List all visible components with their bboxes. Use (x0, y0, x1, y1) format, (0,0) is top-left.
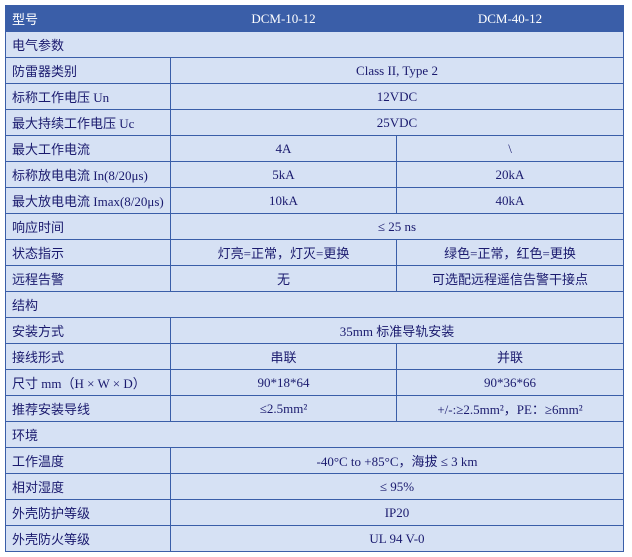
in-col1: 5kA (171, 162, 397, 188)
row-temp: 工作温度 -40°C to +85°C，海拔 ≤ 3 km (6, 448, 624, 474)
spd-class-label: 防雷器类别 (6, 58, 171, 84)
ip-label: 外壳防护等级 (6, 500, 171, 526)
max-current-col2: \ (397, 136, 624, 162)
size-col1: 90*18*64 (171, 370, 397, 396)
section-electrical: 电气参数 (6, 32, 624, 58)
imax-label: 最大放电电流 Imax(8/20μs) (6, 188, 171, 214)
uc-label: 最大持续工作电压 Uc (6, 110, 171, 136)
cable-label: 推荐安装导线 (6, 396, 171, 422)
humidity-label: 相对湿度 (6, 474, 171, 500)
row-uc: 最大持续工作电压 Uc 25VDC (6, 110, 624, 136)
row-ip: 外壳防护等级 IP20 (6, 500, 624, 526)
cable-col1: ≤2.5mm² (171, 396, 397, 422)
temp-value: -40°C to +85°C，海拔 ≤ 3 km (171, 448, 624, 474)
row-fire: 外壳防火等级 UL 94 V-0 (6, 526, 624, 552)
spd-class-value: Class II, Type 2 (171, 58, 624, 84)
wiring-col2: 并联 (397, 344, 624, 370)
max-current-label: 最大工作电流 (6, 136, 171, 162)
imax-col1: 10kA (171, 188, 397, 214)
section-electrical-label: 电气参数 (6, 32, 624, 58)
in-col2: 20kA (397, 162, 624, 188)
row-response: 响应时间 ≤ 25 ns (6, 214, 624, 240)
row-status: 状态指示 灯亮=正常，灯灭=更换 绿色=正常，红色=更换 (6, 240, 624, 266)
header-label: 型号 (6, 6, 171, 32)
header-col2: DCM-40-12 (397, 6, 624, 32)
response-label: 响应时间 (6, 214, 171, 240)
row-spd-class: 防雷器类别 Class II, Type 2 (6, 58, 624, 84)
uc-value: 25VDC (171, 110, 624, 136)
ip-value: IP20 (171, 500, 624, 526)
fire-label: 外壳防火等级 (6, 526, 171, 552)
section-structure: 结构 (6, 292, 624, 318)
mount-label: 安装方式 (6, 318, 171, 344)
row-max-current: 最大工作电流 4A \ (6, 136, 624, 162)
cable-col2: +/-:≥2.5mm²，PE：≥6mm² (397, 396, 624, 422)
humidity-value: ≤ 95% (171, 474, 624, 500)
mount-value: 35mm 标准导轨安装 (171, 318, 624, 344)
section-environment-label: 环境 (6, 422, 624, 448)
section-structure-label: 结构 (6, 292, 624, 318)
row-cable: 推荐安装导线 ≤2.5mm² +/-:≥2.5mm²，PE：≥6mm² (6, 396, 624, 422)
row-humidity: 相对湿度 ≤ 95% (6, 474, 624, 500)
size-label: 尺寸 mm（H × W × D） (6, 370, 171, 396)
un-label: 标称工作电压 Un (6, 84, 171, 110)
row-mount: 安装方式 35mm 标准导轨安装 (6, 318, 624, 344)
row-in: 标称放电电流 In(8/20μs) 5kA 20kA (6, 162, 624, 188)
row-un: 标称工作电压 Un 12VDC (6, 84, 624, 110)
imax-col2: 40kA (397, 188, 624, 214)
in-label: 标称放电电流 In(8/20μs) (6, 162, 171, 188)
section-environment: 环境 (6, 422, 624, 448)
spec-table: 型号 DCM-10-12 DCM-40-12 电气参数 防雷器类别 Class … (5, 5, 624, 552)
row-imax: 最大放电电流 Imax(8/20μs) 10kA 40kA (6, 188, 624, 214)
row-size: 尺寸 mm（H × W × D） 90*18*64 90*36*66 (6, 370, 624, 396)
response-value: ≤ 25 ns (171, 214, 624, 240)
header-row: 型号 DCM-10-12 DCM-40-12 (6, 6, 624, 32)
fire-value: UL 94 V-0 (171, 526, 624, 552)
temp-label: 工作温度 (6, 448, 171, 474)
un-value: 12VDC (171, 84, 624, 110)
row-remote: 远程告警 无 可选配远程遥信告警干接点 (6, 266, 624, 292)
max-current-col1: 4A (171, 136, 397, 162)
size-col2: 90*36*66 (397, 370, 624, 396)
remote-col2: 可选配远程遥信告警干接点 (397, 266, 624, 292)
remote-col1: 无 (171, 266, 397, 292)
status-col1: 灯亮=正常，灯灭=更换 (171, 240, 397, 266)
status-label: 状态指示 (6, 240, 171, 266)
header-col1: DCM-10-12 (171, 6, 397, 32)
wiring-label: 接线形式 (6, 344, 171, 370)
status-col2: 绿色=正常，红色=更换 (397, 240, 624, 266)
row-wiring: 接线形式 串联 并联 (6, 344, 624, 370)
wiring-col1: 串联 (171, 344, 397, 370)
remote-label: 远程告警 (6, 266, 171, 292)
